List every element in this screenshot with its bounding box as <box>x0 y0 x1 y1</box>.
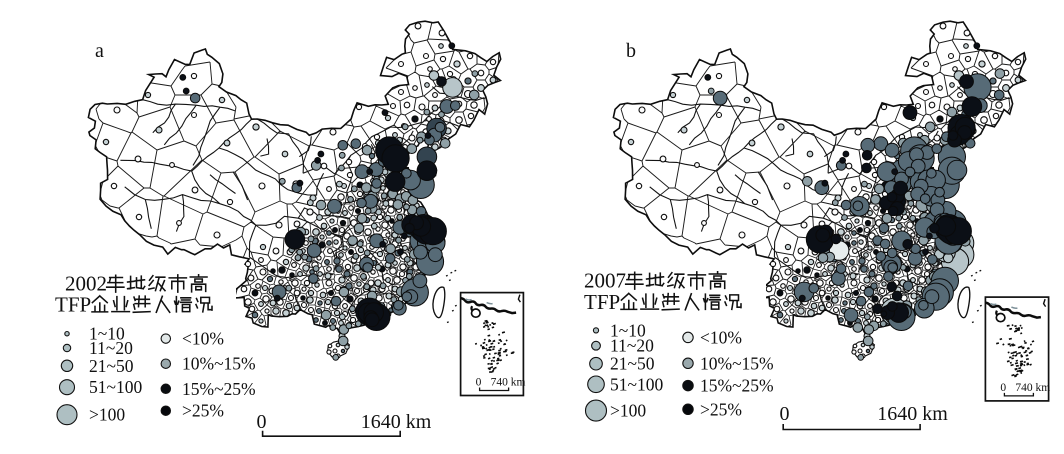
svg-text:10%~15%: 10%~15% <box>182 354 256 374</box>
svg-text:740 km: 740 km <box>491 377 526 389</box>
svg-text:b: b <box>626 40 636 62</box>
svg-text:>25%: >25% <box>700 399 742 419</box>
svg-text:2007: 2007 <box>584 269 626 293</box>
svg-text:15%~25%: 15%~25% <box>700 376 774 396</box>
svg-text:11~20: 11~20 <box>610 336 654 356</box>
svg-text:0: 0 <box>780 403 790 425</box>
svg-text:1640 km: 1640 km <box>877 403 948 425</box>
svg-text:>100: >100 <box>610 401 646 421</box>
svg-text:2002: 2002 <box>65 272 107 296</box>
svg-text:21~50: 21~50 <box>610 354 655 374</box>
svg-text:0: 0 <box>257 411 267 433</box>
svg-text:10%~15%: 10%~15% <box>700 353 774 373</box>
svg-text:<10%: <10% <box>182 329 224 349</box>
svg-text:51~100: 51~100 <box>89 377 142 397</box>
svg-text:0: 0 <box>1000 382 1006 394</box>
svg-text:15%~25%: 15%~25% <box>182 379 256 399</box>
svg-text:TFP: TFP <box>584 290 620 314</box>
svg-text:>100: >100 <box>89 405 125 425</box>
svg-text:1640 km: 1640 km <box>361 411 432 433</box>
svg-text:a: a <box>95 40 104 62</box>
svg-text:1~10: 1~10 <box>89 324 125 344</box>
svg-text:740 km: 740 km <box>1015 382 1050 394</box>
svg-text:11~20: 11~20 <box>89 338 133 358</box>
svg-text:51~100: 51~100 <box>610 374 663 394</box>
svg-text:<10%: <10% <box>700 327 742 347</box>
svg-text:>25%: >25% <box>182 401 224 421</box>
svg-text:1~10: 1~10 <box>610 320 646 340</box>
svg-text:TFP: TFP <box>55 293 91 317</box>
svg-text:21~50: 21~50 <box>89 356 134 376</box>
svg-text:0: 0 <box>476 377 482 389</box>
